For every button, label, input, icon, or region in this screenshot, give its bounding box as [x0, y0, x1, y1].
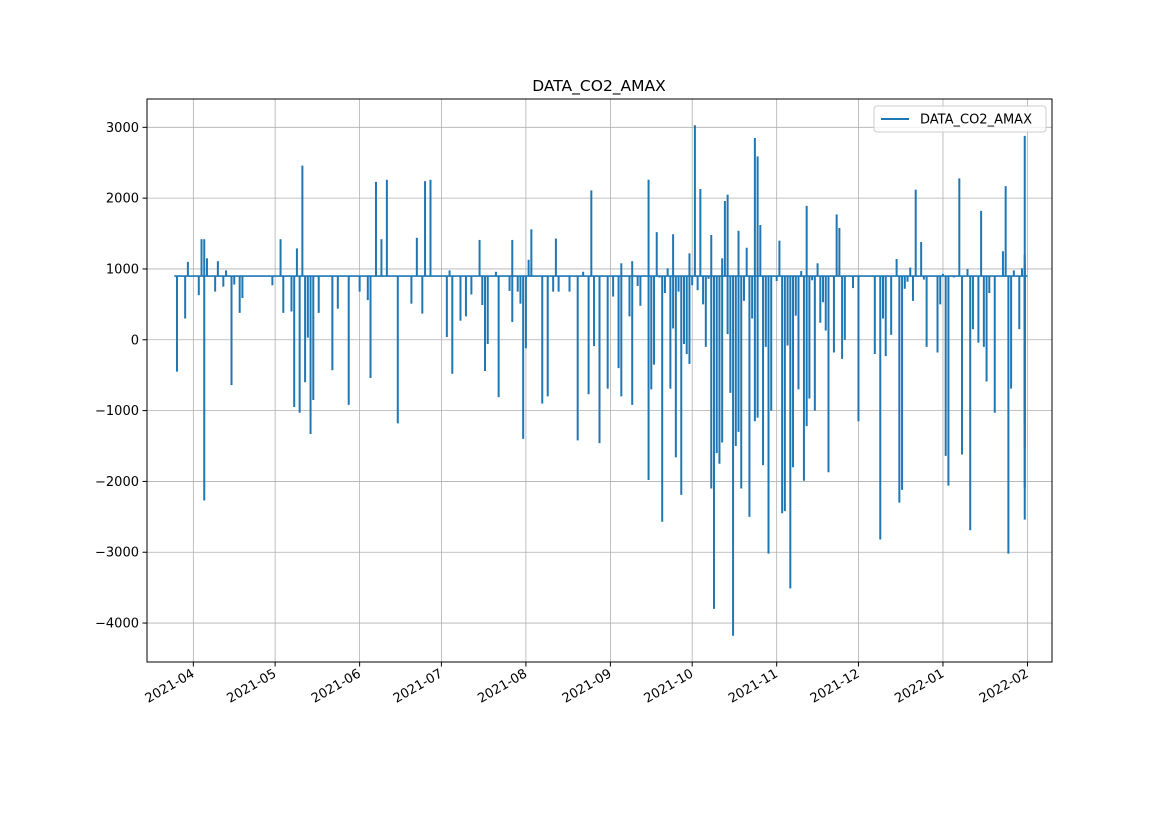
series-group [174, 125, 1028, 636]
y-tick-label: −4000 [95, 617, 139, 632]
legend: DATA_CO2_AMAX [873, 105, 1047, 133]
y-tick-label: −2000 [95, 475, 139, 490]
legend-box [873, 105, 1047, 133]
y-tick-label: −1000 [95, 404, 139, 419]
legend-label: DATA_CO2_AMAX [920, 113, 1032, 128]
y-tick-label: −3000 [95, 546, 139, 561]
y-tick-label: 0 [131, 333, 139, 348]
y-tick-label: 1000 [106, 262, 139, 277]
y-tick-label: 3000 [106, 121, 139, 136]
y-tick-label: 2000 [106, 192, 139, 207]
plot-frame [146, 98, 1053, 663]
y-axis: 3000 2000 1000 0 −1000 −2000 −3000 −4000 [95, 121, 147, 632]
chart-title: DATA_CO2_AMAX [532, 77, 666, 96]
